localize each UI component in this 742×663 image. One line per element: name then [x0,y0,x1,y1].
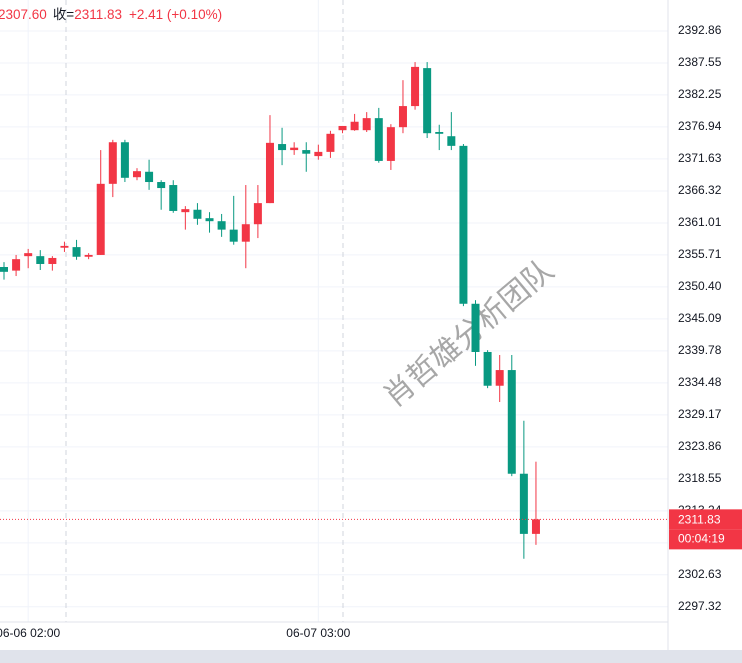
candle-body [181,209,190,213]
candle-body [193,209,202,219]
candle-body [24,253,33,257]
candle-body [459,145,468,304]
y-tick-label: 2392.86 [678,23,722,37]
y-tick-label: 2329.17 [678,407,722,421]
y-tick-label: 2350.40 [678,279,722,293]
candle-body [278,144,287,151]
candle-body [96,183,105,255]
last-price-box [669,509,742,530]
y-tick-label: 2302.63 [678,567,722,581]
y-tick-label: 2366.32 [678,183,722,197]
candle-body [374,118,383,161]
candle-body [507,370,516,474]
candle-body [60,245,69,248]
candle-body [398,106,407,128]
y-tick-label: 2382.25 [678,87,722,101]
candle-body [362,118,371,131]
candle-body [169,185,178,211]
y-tick-label: 2361.01 [678,215,722,229]
y-tick-label: 2355.71 [678,247,722,261]
candle-body [326,133,335,152]
candle-body [447,136,456,146]
y-tick-label: 2339.78 [678,343,722,357]
bottom-bar [0,650,742,663]
axis: 2392.86 2387.55 2382.25 2376.94 2371.63 2366.… [0,23,742,640]
header-close: 2311.83 [74,7,122,22]
header-low: 2307.60 [0,7,47,22]
candle-body [157,182,166,189]
last-price-label: 2311.83 [678,513,721,527]
countdown: 00:04:19 [678,532,725,546]
candle-body [519,473,528,534]
candle-body [338,125,347,131]
header: 2307.60 收=2311.83 +2.41 (+0.10%) [0,7,222,22]
candle-body [386,127,395,161]
header-change: +2.41 (+0.10%) [129,7,222,22]
candle-body [241,224,250,242]
candle-body [411,66,420,107]
x-tick-label: 06-07 03:00 [286,626,350,640]
candles [0,62,668,559]
header-close-label: 收= [53,7,74,22]
candle-body [253,203,262,225]
candle-body [108,142,117,184]
candle-body [205,218,214,222]
candle-body [483,351,492,386]
candle-body [12,259,21,271]
candle-body [48,257,57,264]
countdown-box [669,529,742,550]
candle-body [72,247,81,257]
y-tick-label: 2371.63 [678,151,722,165]
y-tick-label: 2376.94 [678,119,722,133]
y-tick-label: 2345.09 [678,311,722,325]
y-tick-label: 2387.55 [678,55,722,69]
grid [0,0,668,622]
candle-body [350,121,359,131]
candle-body [471,303,480,352]
y-tick-label: 2334.48 [678,375,722,389]
candle-body [229,229,238,242]
candle-body [290,147,299,151]
candle-body [132,171,141,178]
candle-body [84,254,93,257]
y-tick-label: 2323.86 [678,439,722,453]
y-tick-label: 2297.32 [678,599,722,613]
candle-body [495,370,504,386]
candle-body [314,151,323,157]
candle-body [217,221,226,230]
candle-body [120,142,129,178]
y-tick-label: 2318.55 [678,471,722,485]
candle-body [435,131,444,134]
candle-body [0,267,8,272]
candle-body [302,150,311,154]
candle-body [531,519,540,534]
candle-body [36,256,45,264]
candle-body [145,171,154,183]
candle-body [423,68,432,134]
candle-body [265,142,274,204]
x-tick-label: 06-06 02:00 [0,626,61,640]
